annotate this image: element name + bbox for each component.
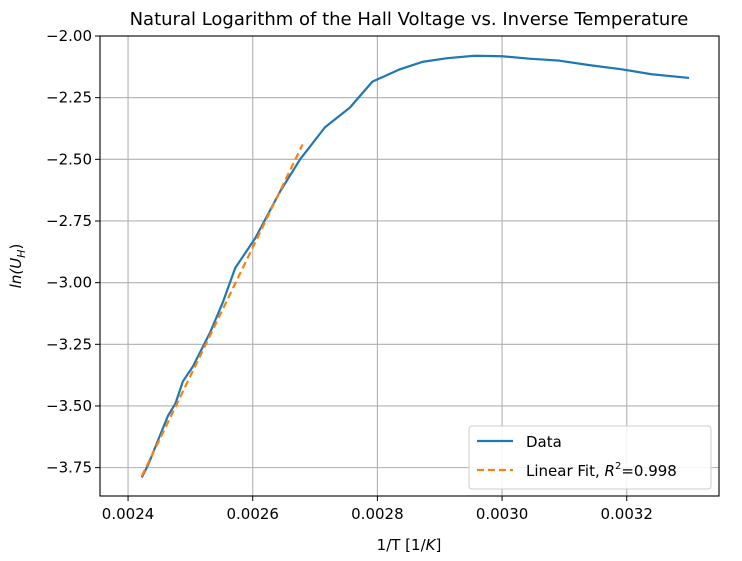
grid bbox=[100, 35, 719, 496]
y-tick-label: −2.75 bbox=[46, 212, 92, 230]
y-tick-label: −2.25 bbox=[46, 89, 92, 107]
x-tick-label: 0.0024 bbox=[102, 505, 155, 523]
chart-title: Natural Logarithm of the Hall Voltage vs… bbox=[130, 9, 689, 30]
x-tick-label: 0.0028 bbox=[351, 505, 404, 523]
legend: Data Linear Fit, R2=0.998 bbox=[468, 425, 712, 490]
y-tick-label: −3.25 bbox=[46, 335, 92, 353]
y-tick-label: −3.75 bbox=[46, 459, 92, 477]
x-tick-label: 0.0026 bbox=[226, 505, 279, 523]
x-tick-label: 0.0032 bbox=[600, 505, 653, 523]
x-axis-label: 1/T [1/K] bbox=[377, 536, 442, 554]
linear-fit-line bbox=[140, 144, 304, 477]
legend-box bbox=[468, 425, 712, 490]
y-tick-label: −3.00 bbox=[46, 274, 92, 292]
y-axis-label: ln(UH) bbox=[7, 244, 28, 289]
data-series-line bbox=[140, 54, 690, 478]
ticks: 0.0024 0.0026 0.0028 0.0030 0.0032 −2.00 −2.25… bbox=[46, 27, 653, 523]
legend-fit-label: Linear Fit, R2=0.998 bbox=[526, 461, 677, 480]
y-tick-label: −2.50 bbox=[46, 150, 92, 168]
series-layer bbox=[140, 54, 690, 478]
plot-frame bbox=[99, 35, 720, 497]
y-tick-label: −2.00 bbox=[46, 27, 92, 45]
legend-data-label: Data bbox=[526, 433, 562, 451]
x-tick-label: 0.0030 bbox=[476, 505, 529, 523]
y-tick-label: −3.50 bbox=[46, 397, 92, 415]
